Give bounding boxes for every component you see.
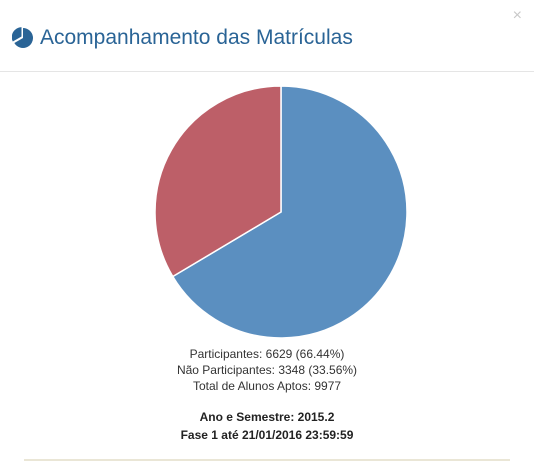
- pie-slice-participantes: [171, 85, 408, 339]
- stats-summary: Participantes: 6629 (66.44%) Não Partici…: [0, 346, 534, 394]
- stat-total: Total de Alunos Aptos: 9977: [192, 379, 342, 393]
- modal-title: Acompanhamento das Matrículas: [40, 26, 353, 49]
- close-button[interactable]: ×: [512, 7, 522, 24]
- stat-participantes: Participantes: 6629 (66.44%): [189, 347, 345, 361]
- stat-nao-participantes: Não Participantes: 3348 (33.56%): [176, 363, 358, 377]
- pie-chart: [154, 85, 408, 339]
- modal-header: Acompanhamento das Matrículas ×: [0, 0, 534, 72]
- footer-divider: [24, 459, 510, 461]
- fase-deadline: Fase 1 até 21/01/2016 23:59:59: [180, 428, 354, 442]
- pie-chart-icon: [12, 27, 34, 48]
- enrollment-info: Ano e Semestre: 2015.2 Fase 1 até 21/01/…: [0, 408, 534, 444]
- ano-semestre: Ano e Semestre: 2015.2: [199, 410, 335, 424]
- pie-slice-nao-participantes: [154, 85, 282, 278]
